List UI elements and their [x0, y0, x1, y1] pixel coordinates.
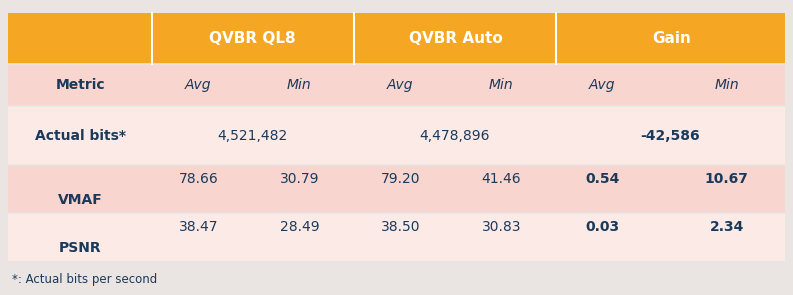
- Text: Gain: Gain: [652, 31, 691, 46]
- Text: 30.79: 30.79: [280, 172, 319, 186]
- Text: QVBR QL8: QVBR QL8: [209, 31, 296, 46]
- Text: 4,521,482: 4,521,482: [217, 129, 288, 143]
- Text: Avg: Avg: [589, 78, 615, 92]
- Text: *: Actual bits per second: *: Actual bits per second: [12, 273, 157, 286]
- Text: 79.20: 79.20: [381, 172, 420, 186]
- Text: Min: Min: [714, 78, 739, 92]
- Text: Metric: Metric: [56, 78, 105, 92]
- Text: 0.54: 0.54: [585, 172, 619, 186]
- Text: 4,478,896: 4,478,896: [419, 129, 490, 143]
- Text: 2.34: 2.34: [710, 219, 744, 234]
- Bar: [8, 13, 785, 261]
- Bar: [8, 213, 785, 261]
- Text: 78.66: 78.66: [178, 172, 218, 186]
- Text: 38.50: 38.50: [381, 219, 420, 234]
- Text: Avg: Avg: [185, 78, 212, 92]
- Text: Min: Min: [489, 78, 514, 92]
- Text: PSNR: PSNR: [59, 241, 102, 255]
- Text: 30.83: 30.83: [481, 219, 521, 234]
- Bar: [8, 13, 785, 64]
- Text: -42,586: -42,586: [641, 129, 700, 143]
- Bar: [8, 165, 785, 213]
- Text: 38.47: 38.47: [178, 219, 218, 234]
- Text: QVBR Auto: QVBR Auto: [409, 31, 503, 46]
- Text: 41.46: 41.46: [481, 172, 521, 186]
- Text: Actual bits*: Actual bits*: [35, 129, 126, 143]
- Text: 28.49: 28.49: [280, 219, 319, 234]
- Text: VMAF: VMAF: [58, 193, 102, 207]
- Text: 10.67: 10.67: [705, 172, 749, 186]
- Bar: [8, 106, 785, 165]
- Text: Min: Min: [287, 78, 312, 92]
- Bar: [8, 64, 785, 106]
- Text: 0.03: 0.03: [585, 219, 619, 234]
- Text: Avg: Avg: [387, 78, 414, 92]
